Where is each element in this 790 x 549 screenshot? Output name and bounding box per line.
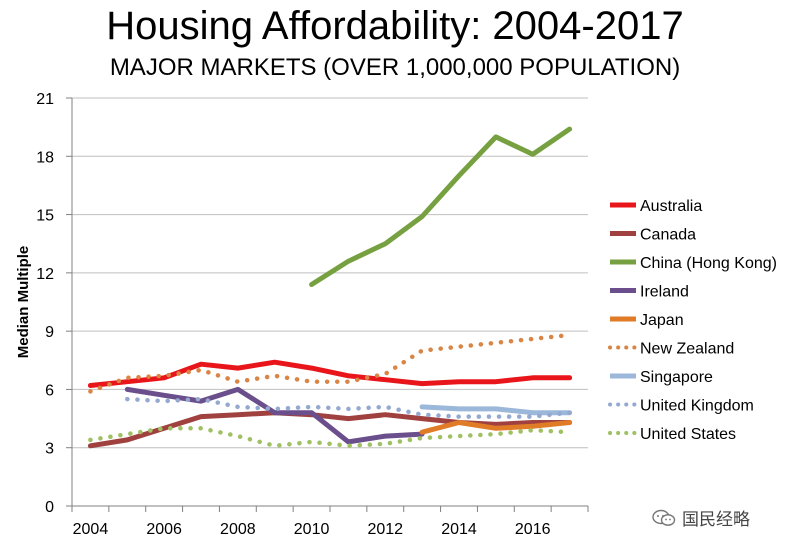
legend-label-singapore: Singapore xyxy=(640,369,713,386)
series-lines xyxy=(87,126,573,449)
y-tick-label: 0 xyxy=(45,499,54,516)
x-tick-label: 2016 xyxy=(515,521,551,538)
series-line-new-zealand xyxy=(88,332,572,394)
legend-label-canada: Canada xyxy=(640,227,696,244)
chart-subtitle: MAJOR MARKETS (OVER 1,000,000 POPULATION… xyxy=(109,54,681,81)
legend-label-united-states: United States xyxy=(640,426,736,443)
series-line-united-states xyxy=(88,426,572,449)
series-australia xyxy=(87,359,573,388)
legend-label-new-zealand: New Zealand xyxy=(640,341,734,358)
chart-title: Housing Affordability: 2004-2017 xyxy=(106,4,684,48)
legend-label-ireland: Ireland xyxy=(640,284,689,301)
x-tick-label: 2014 xyxy=(441,521,477,538)
series-china-hong-kong xyxy=(309,126,573,287)
x-tick-label: 2010 xyxy=(294,521,330,538)
y-tick-label: 18 xyxy=(36,149,54,166)
y-tick-label: 21 xyxy=(36,91,54,108)
wechat-icon xyxy=(652,509,676,526)
x-tick-label: 2004 xyxy=(73,521,109,538)
legend-label-china-hong-kong: China (Hong Kong) xyxy=(640,255,777,272)
x-tick-labels: 2004 2006 2008 2010 2012 2014 2016 xyxy=(73,521,551,538)
y-tick-label: 12 xyxy=(36,266,54,283)
series-line-australia xyxy=(87,359,573,388)
legend-label-japan: Japan xyxy=(640,312,684,329)
series-united-kingdom xyxy=(125,396,572,419)
series-line-japan xyxy=(419,420,573,435)
y-tick-label: 3 xyxy=(45,441,54,458)
y-axis-label: Median Multiple xyxy=(15,246,32,359)
series-united-states xyxy=(88,426,572,449)
x-tick-label: 2006 xyxy=(146,521,182,538)
axes xyxy=(66,97,589,512)
series-line-ireland xyxy=(124,386,425,445)
grid-lines xyxy=(72,97,588,449)
watermark: 国民经略 xyxy=(652,505,750,530)
legend-label-united-kingdom: United Kingdom xyxy=(640,398,754,415)
legend-label-australia: Australia xyxy=(640,198,702,215)
y-tick-label: 15 xyxy=(36,208,54,225)
y-tick-labels: 0 3 6 9 12 15 18 21 xyxy=(36,91,54,516)
y-tick-label: 9 xyxy=(45,324,54,341)
series-line-china-hong-kong xyxy=(309,126,573,287)
series-line-singapore xyxy=(419,404,573,416)
series-singapore xyxy=(419,404,573,416)
series-line-united-kingdom xyxy=(125,396,572,419)
y-tick-label: 6 xyxy=(45,382,54,399)
series-ireland xyxy=(124,386,425,445)
watermark-text: 国民经略 xyxy=(682,510,750,529)
series-new-zealand xyxy=(88,332,572,394)
x-tick-label: 2008 xyxy=(220,521,256,538)
legend: Australia Canada China (Hong Kong) Ireland J… xyxy=(608,198,777,443)
x-tick-label: 2012 xyxy=(367,521,403,538)
series-japan xyxy=(419,420,573,435)
